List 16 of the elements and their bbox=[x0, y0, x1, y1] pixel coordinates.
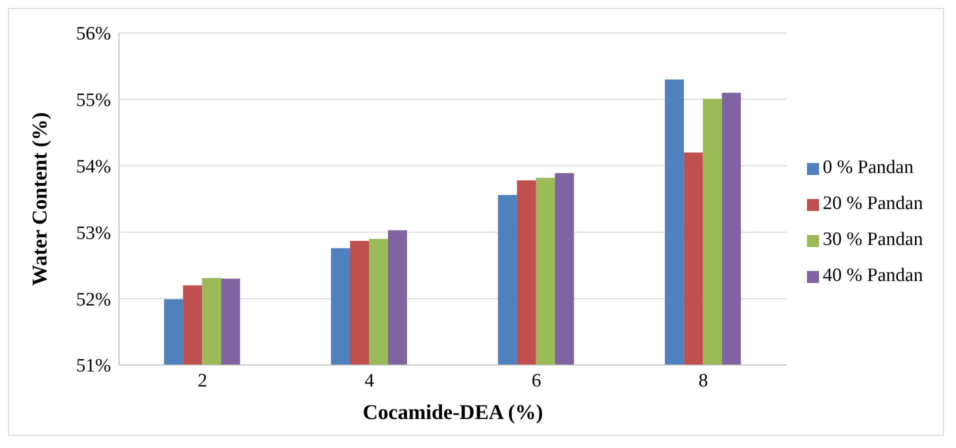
y-tick-label: 54% bbox=[76, 156, 112, 178]
legend-label: 20 % Pandan bbox=[822, 193, 923, 214]
legend-label: 30 % Pandan bbox=[822, 229, 923, 250]
y-tick-label: 52% bbox=[76, 289, 112, 310]
x-axis-title: Cocamide-DEA (%) bbox=[362, 400, 543, 424]
legend-label: 0 % Pandan bbox=[822, 157, 914, 178]
y-axis-title: Water Content (%) bbox=[27, 112, 52, 286]
y-tick-label: 56% bbox=[76, 24, 112, 45]
y-tick-label: 51% bbox=[76, 356, 112, 377]
x-tick-label: 6 bbox=[532, 370, 542, 392]
x-tick-label: 2 bbox=[198, 370, 208, 392]
x-tick-label: 8 bbox=[698, 370, 708, 392]
y-tick-label: 53% bbox=[76, 222, 112, 244]
legend-label: 40 % Pandan bbox=[822, 265, 923, 286]
y-tick-label: 55% bbox=[76, 90, 112, 112]
x-tick-label: 4 bbox=[364, 370, 375, 392]
